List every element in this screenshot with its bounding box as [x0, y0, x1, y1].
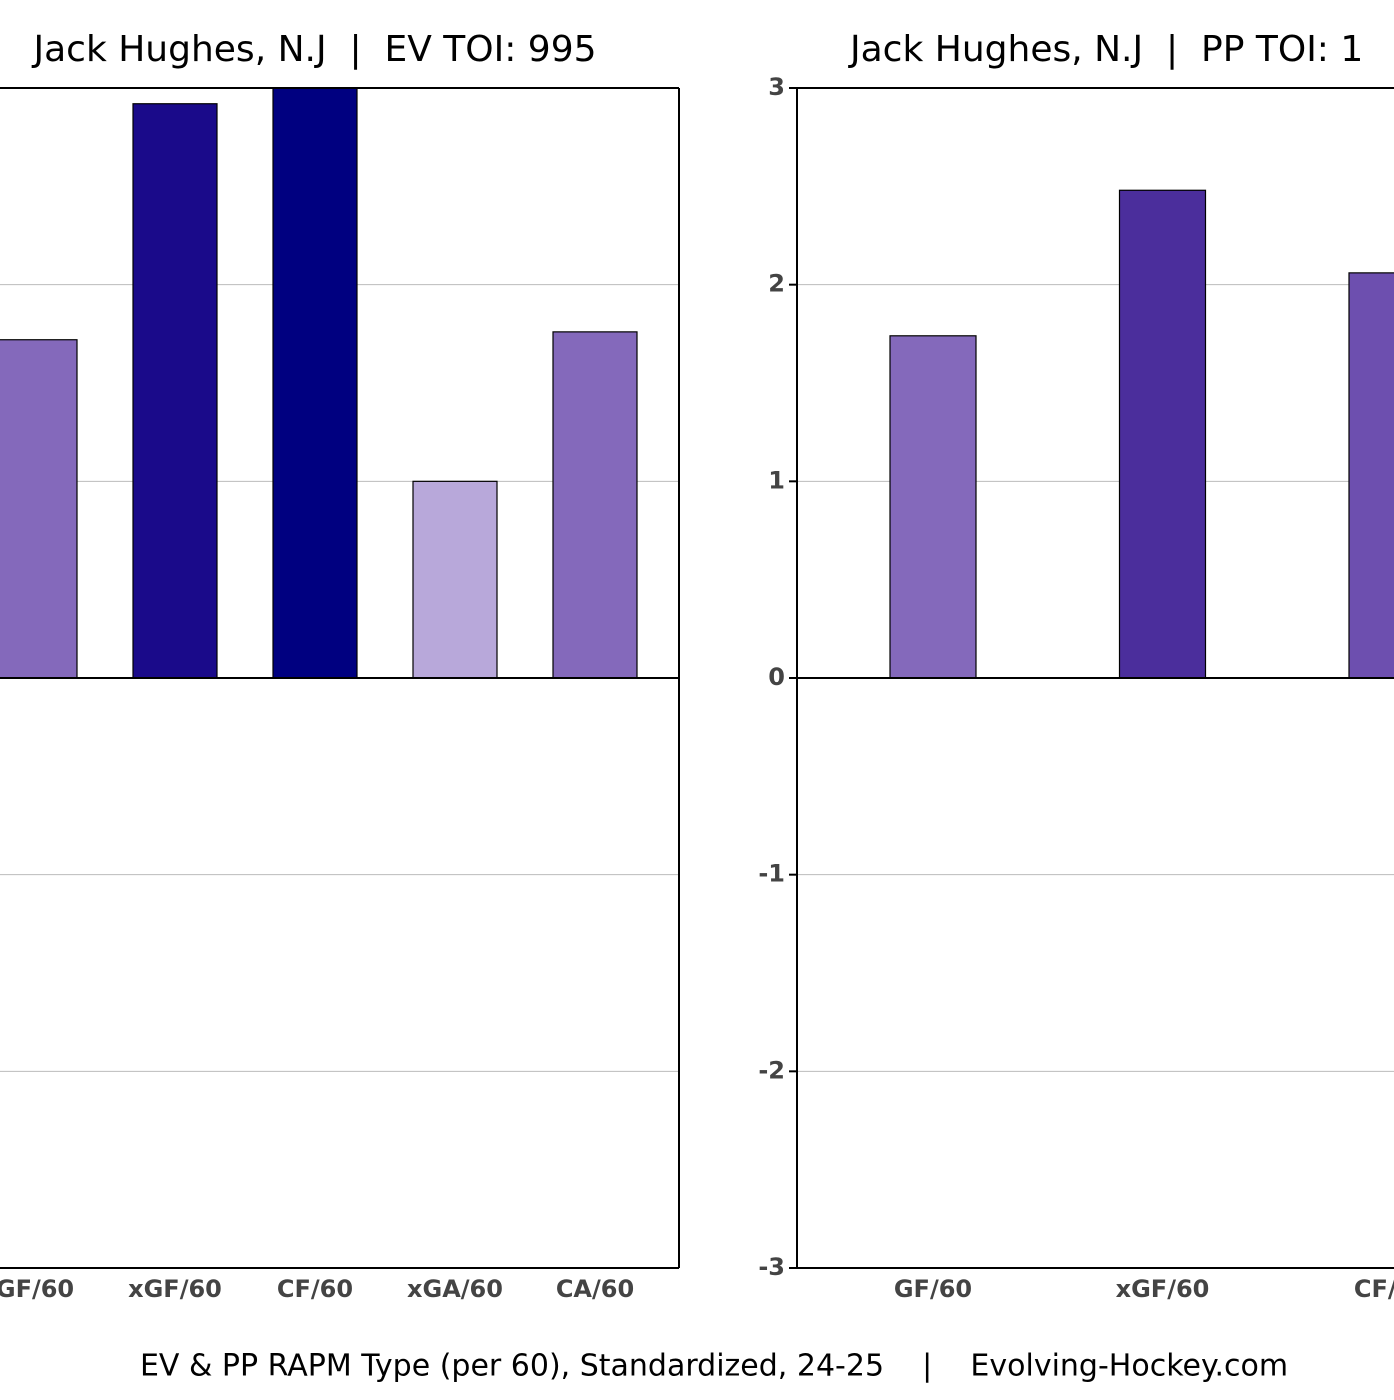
y-tick-label: -2 [758, 1056, 785, 1084]
x-tick-label: CF/60 [277, 1275, 353, 1303]
x-tick-label: GF/60 [0, 1275, 74, 1303]
chart-title: Jack Hughes, N.J | PP TOI: 1 [848, 29, 1363, 70]
bar [272, 87, 358, 679]
bar [1348, 272, 1394, 679]
bar [552, 331, 638, 679]
y-tick-label: 0 [768, 663, 785, 691]
bar [132, 103, 218, 679]
chart-title: Jack Hughes, N.J | EV TOI: 995 [31, 29, 596, 70]
caption: EV & PP RAPM Type (per 60), Standardized… [140, 1349, 1288, 1384]
x-tick-label: GF/60 [894, 1275, 972, 1303]
x-tick-label: xGF/60 [128, 1275, 222, 1303]
y-tick-label: -3 [758, 1253, 785, 1281]
x-tick-label: CA/60 [556, 1275, 634, 1303]
bar [1118, 189, 1207, 679]
x-tick-label: xGA/60 [407, 1275, 503, 1303]
bar [889, 335, 977, 679]
y-tick-label: 3 [768, 73, 785, 101]
bar [412, 480, 498, 679]
y-tick-label: 2 [768, 270, 785, 298]
x-tick-label: CF/60 [1354, 1275, 1394, 1303]
y-tick-label: -1 [758, 860, 785, 888]
y-tick-label: 1 [768, 466, 785, 494]
x-tick-label: xGF/60 [1116, 1275, 1210, 1303]
bar [0, 339, 78, 679]
